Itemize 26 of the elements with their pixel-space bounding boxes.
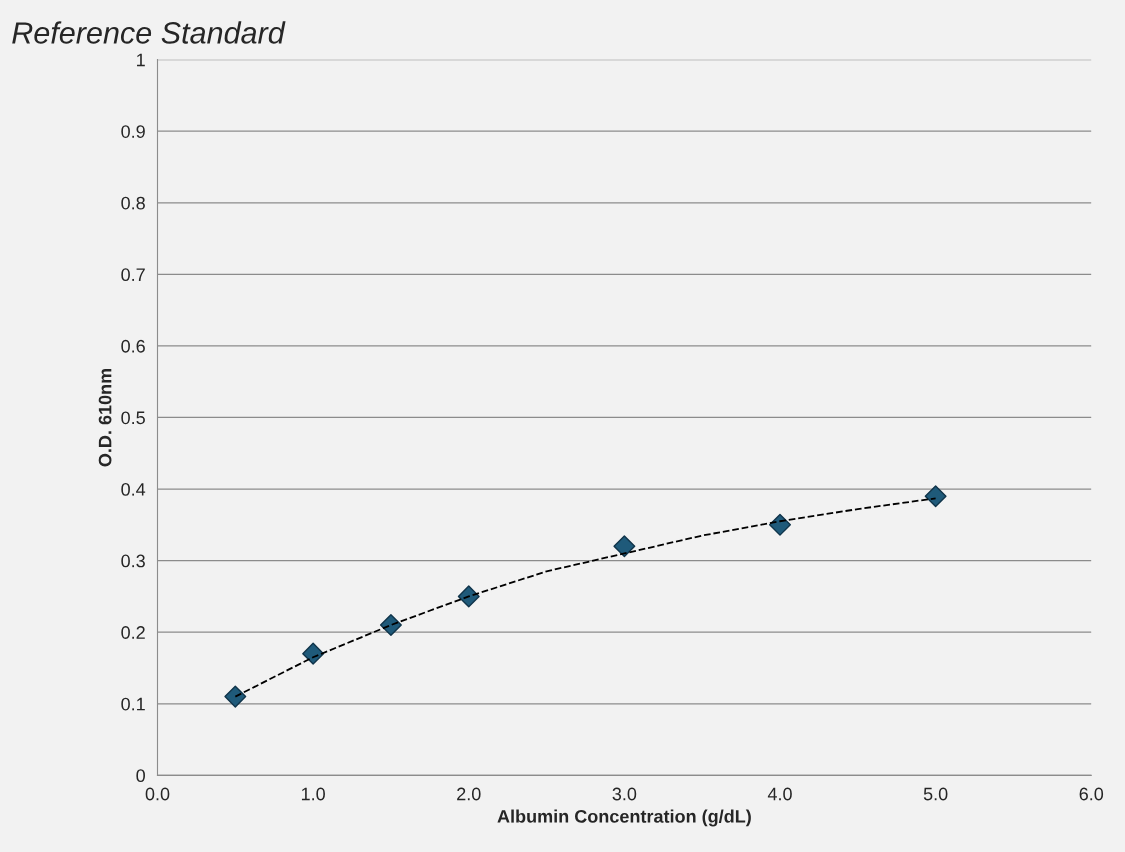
x-tick-label: 6.0 [1079,787,1104,801]
y-axis-title: O.D. 610nm [98,368,112,467]
x-tick-label: 3.0 [612,787,637,801]
point [457,585,480,608]
y-tick-label: 0.8 [121,196,145,210]
y-tick-label: 0.7 [121,268,145,282]
y-tick-label: 0.2 [121,626,145,639]
y-tick-label: 0.4 [121,482,146,496]
y-tick-label: 0.1 [121,697,145,711]
x-tick-label: 0.0 [145,787,170,801]
y-tick-label: 0 [136,769,145,783]
x-axis-title: Albumin Concentration (g/dL) [497,809,751,827]
x-tick-label: 2.0 [457,787,481,801]
y-tick-label: 0.3 [121,554,145,568]
chart-title: Reference Standard [12,21,286,44]
x-tick-label: 4.0 [767,787,792,801]
y-tick-label: 0.5 [121,411,145,425]
point [613,535,636,558]
point [924,485,947,508]
y-tick-label: 0.6 [121,339,145,353]
y-tick-label: 1 [137,53,145,67]
point [224,685,247,708]
x-tick-label: 1.0 [301,787,325,801]
x-tick-label: 5.0 [923,787,948,801]
point [302,642,325,665]
y-tick-label: 0.9 [121,125,145,138]
